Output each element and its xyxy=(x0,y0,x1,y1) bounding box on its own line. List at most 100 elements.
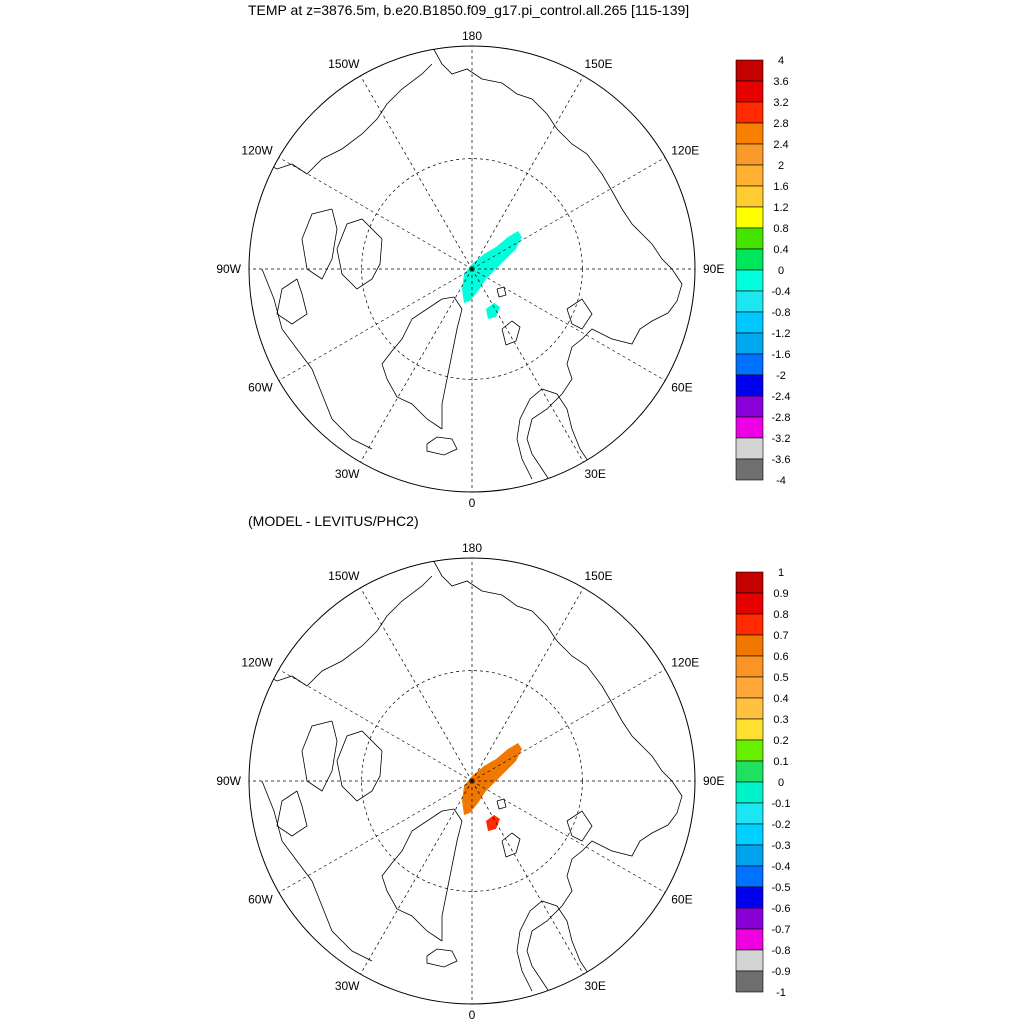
lon-label: 30W xyxy=(335,467,360,481)
colorbar-swatch xyxy=(735,122,764,145)
colorbar-swatch xyxy=(735,697,764,720)
meridian-line xyxy=(278,669,473,782)
colorbar-tick-label: -0.3 xyxy=(772,840,791,852)
colorbar-tick-label: 0.4 xyxy=(773,693,788,705)
colorbar-swatch xyxy=(735,353,764,376)
field-region-2 xyxy=(486,815,500,831)
latitude-circle xyxy=(361,670,583,892)
meridian-line xyxy=(278,268,473,381)
colorbar-tick-label: 2 xyxy=(778,160,784,172)
colorbar-tick-label: 0.7 xyxy=(773,630,788,642)
colorbar: 4 3.6 3.2 2.8 2.4 2 1.6 1.2 0.8 0.4 0 -0.4 -0.8 -1.2 -… xyxy=(735,55,791,487)
coastline-7 xyxy=(256,63,433,175)
colorbar-tick-label: -1.2 xyxy=(772,328,791,340)
colorbar-tick-label: 0.9 xyxy=(773,588,788,600)
coastline-6 xyxy=(276,790,308,837)
meridian-line xyxy=(360,780,473,975)
polar-map-2: 180 150E 120E 90E 60E 30E 0 30W 60W 90W 120W 150W 1 0… xyxy=(216,541,790,1022)
lon-label: 90W xyxy=(216,262,241,276)
lon-label: 60E xyxy=(671,893,692,907)
colorbar-tick-label: -0.5 xyxy=(772,882,791,894)
lon-label: 150E xyxy=(585,57,613,71)
lon-label: 150W xyxy=(328,569,360,583)
coastline-8 xyxy=(261,268,373,450)
lon-label: 180 xyxy=(462,541,482,555)
colorbar-tick-label: -0.9 xyxy=(772,966,791,978)
colorbar-swatch xyxy=(735,437,764,460)
lon-label: 90W xyxy=(216,774,241,788)
meridian-line xyxy=(471,587,584,782)
colorbar-swatch xyxy=(735,311,764,334)
colorbar-tick-label: -0.4 xyxy=(772,286,791,298)
colorbar-swatch xyxy=(735,676,764,699)
colorbar-swatch xyxy=(735,395,764,418)
colorbar-swatch xyxy=(735,823,764,846)
lon-label: 30E xyxy=(585,979,606,993)
colorbar-swatch xyxy=(735,781,764,804)
colorbar-swatch xyxy=(735,739,764,762)
colorbar-tick-label: -0.8 xyxy=(772,945,791,957)
lon-label: 180 xyxy=(462,29,482,43)
coastline-4 xyxy=(336,218,383,290)
lon-label: 30W xyxy=(335,979,360,993)
colorbar-tick-label: 0 xyxy=(778,265,784,277)
field-region-1 xyxy=(462,231,522,303)
field-region-1 xyxy=(462,743,522,815)
colorbar-swatch xyxy=(735,332,764,355)
coastline-2 xyxy=(516,388,591,480)
colorbar-tick-label: -0.8 xyxy=(772,307,791,319)
lon-label: 120W xyxy=(241,656,273,670)
colorbar-swatch xyxy=(735,80,764,103)
coastline-9 xyxy=(426,948,458,968)
lon-label: 150E xyxy=(585,569,613,583)
lon-label: 30E xyxy=(585,467,606,481)
meridian-line xyxy=(471,75,584,270)
map-boundary xyxy=(248,45,696,493)
meridian-line xyxy=(360,75,473,270)
colorbar-swatch xyxy=(735,101,764,124)
colorbar-swatch xyxy=(735,206,764,229)
colorbar-swatch xyxy=(735,59,764,82)
colorbar-tick-label: 1.2 xyxy=(773,202,788,214)
colorbar-swatch xyxy=(735,844,764,867)
coastline-9 xyxy=(426,436,458,456)
colorbar-swatch xyxy=(735,374,764,397)
colorbar-swatch xyxy=(735,886,764,909)
colorbar-swatch xyxy=(735,928,764,951)
colorbar-tick-label: 1 xyxy=(778,567,784,579)
colorbar-tick-label: 0.8 xyxy=(773,609,788,621)
colorbar-tick-label: -0.4 xyxy=(772,861,791,873)
colorbar-tick-label: 0.6 xyxy=(773,651,788,663)
coastline-2 xyxy=(516,900,591,992)
chart-title-top: TEMP at z=3876.5m, b.e20.B1850.f09_g17.p… xyxy=(248,2,690,18)
meridian-line xyxy=(278,157,473,270)
colorbar-tick-label: -3.2 xyxy=(772,433,791,445)
meridian-line xyxy=(360,268,473,463)
coastline-1 xyxy=(431,46,683,485)
coastline-1 xyxy=(431,558,683,997)
colorbar-tick-label: -2.8 xyxy=(772,412,791,424)
colorbar-tick-label: 0.5 xyxy=(773,672,788,684)
meridian-line xyxy=(471,268,666,381)
coastline-10 xyxy=(501,832,521,858)
field-region-2 xyxy=(486,303,500,319)
colorbar-swatch xyxy=(735,416,764,439)
colorbar-tick-label: 2.8 xyxy=(773,118,788,130)
polar-map-1: 180 150E 120E 90E 60E 30E 0 30W 60W 90W 120W 150W 4 3… xyxy=(216,29,790,510)
lon-label: 60E xyxy=(671,381,692,395)
colorbar-tick-label: -2.4 xyxy=(772,391,791,403)
colorbar-swatch xyxy=(735,613,764,636)
colorbar-swatch xyxy=(735,185,764,208)
colorbar-tick-label: 0 xyxy=(778,777,784,789)
lon-label: 90E xyxy=(703,774,724,788)
colorbar-tick-label: 0.3 xyxy=(773,714,788,726)
coastline-3 xyxy=(381,808,463,942)
lon-label: 60W xyxy=(248,381,273,395)
colorbar-swatch xyxy=(735,227,764,250)
coastline-4 xyxy=(336,730,383,802)
colorbar-swatch xyxy=(735,949,764,972)
meridian-line xyxy=(471,780,584,975)
colorbar-swatch xyxy=(735,718,764,741)
coastline-11 xyxy=(566,298,593,330)
